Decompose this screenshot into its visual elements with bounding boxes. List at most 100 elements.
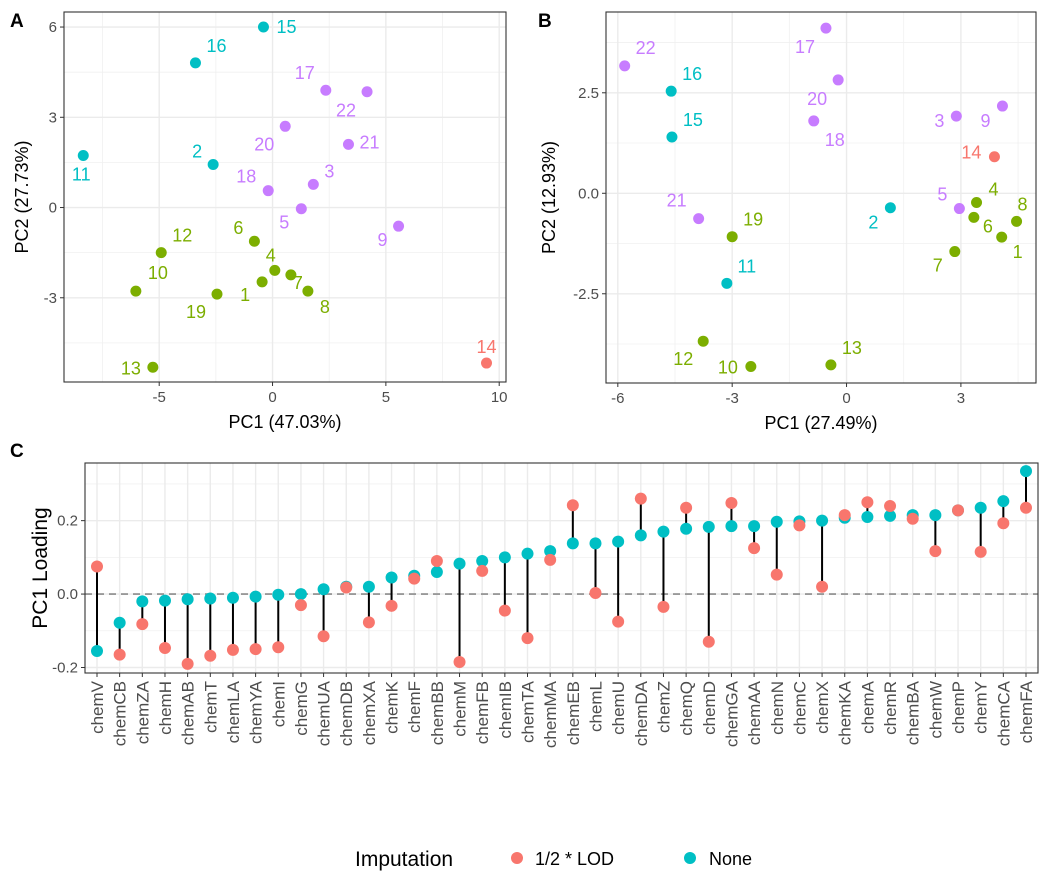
point-label: 2: [192, 142, 202, 162]
y-axis-title: PC2 (27.73%): [12, 140, 32, 253]
data-point: [130, 285, 142, 297]
panel-label: C: [10, 441, 24, 462]
lod-point: [884, 499, 897, 512]
point-label: 5: [279, 213, 289, 233]
data-point: [211, 288, 223, 300]
x-tick-label: chemMA: [541, 680, 560, 748]
x-tick-label: chemAB: [179, 681, 198, 745]
x-tick-label: chemYA: [247, 680, 266, 744]
none-point: [680, 522, 693, 535]
lod-point: [657, 600, 670, 613]
lod-point: [498, 604, 511, 617]
point-label: 16: [206, 36, 226, 56]
lod-point: [136, 618, 149, 631]
none-point: [816, 514, 829, 527]
lod-point: [113, 648, 126, 661]
plot-background: [606, 12, 1036, 383]
x-tick-label: chemUA: [315, 680, 334, 746]
data-point: [77, 149, 89, 161]
point-label: 6: [983, 216, 993, 236]
lod-point: [249, 643, 262, 656]
none-point: [181, 593, 194, 606]
lod-point: [1020, 501, 1032, 514]
lod-point: [226, 643, 239, 656]
lod-point: [430, 555, 443, 568]
none-point: [204, 592, 217, 605]
point-label: 7: [933, 256, 943, 276]
x-tick-label: chemGA: [722, 680, 741, 747]
point-label: 1: [1013, 242, 1023, 262]
data-point: [320, 84, 332, 96]
lod-point: [317, 630, 330, 643]
x-tick-label: chemD: [700, 681, 719, 735]
x-tick-label: chemA: [858, 680, 877, 734]
y-tick-label: -0.2: [52, 659, 78, 676]
lod-point: [476, 564, 489, 577]
data-point: [693, 213, 705, 225]
data-point: [971, 197, 983, 209]
y-axis-title: PC2 (12.93%): [539, 141, 559, 254]
x-tick-label: 0: [268, 389, 276, 406]
point-label: 18: [825, 130, 845, 150]
data-point: [808, 115, 820, 127]
x-tick-label: chemP: [949, 681, 968, 734]
point-label: 17: [795, 37, 815, 57]
point-label: 11: [72, 164, 91, 184]
lod-point: [748, 542, 761, 555]
point-label: 8: [1018, 194, 1028, 214]
none-point: [634, 529, 647, 542]
x-tick-label: chemQ: [677, 681, 696, 736]
none-point: [544, 545, 557, 558]
point-label: 17: [295, 63, 315, 83]
y-axis-title: PC1 Loading: [29, 507, 52, 628]
lod-point: [181, 657, 194, 670]
x-tick-label: chemAA: [745, 680, 764, 745]
none-point: [294, 588, 307, 601]
x-tick-label: chemI: [269, 681, 288, 727]
x-tick-label: chemKA: [836, 680, 855, 745]
x-tick-label: chemEB: [564, 681, 583, 745]
point-label: 4: [266, 245, 276, 265]
x-tick-label: chemCB: [111, 681, 130, 746]
none-point: [748, 520, 761, 533]
none-point: [385, 571, 398, 584]
y-tick-label: 0.0: [57, 586, 78, 603]
none-point: [249, 590, 262, 603]
none-point: [612, 535, 625, 548]
data-point: [302, 285, 314, 297]
data-point: [361, 86, 373, 98]
x-tick-label: chemF: [405, 681, 424, 733]
data-point: [342, 138, 354, 150]
point-label: 10: [718, 358, 738, 378]
lod-point: [612, 615, 625, 628]
x-tick-label: chemG: [292, 681, 311, 736]
point-label: 22: [336, 101, 356, 121]
none-point: [725, 520, 738, 533]
point-label: 21: [359, 132, 379, 152]
lod-point: [634, 492, 647, 505]
point-label: 2: [868, 213, 878, 233]
point-label: 3: [934, 111, 944, 131]
legend-label: None: [709, 849, 752, 869]
none-point: [974, 501, 987, 514]
none-point: [430, 566, 443, 579]
data-point: [697, 335, 709, 347]
data-point: [279, 120, 291, 132]
x-tick-label: chemR: [881, 681, 900, 735]
point-label: 14: [961, 143, 981, 163]
lod-point: [816, 580, 829, 593]
none-point: [770, 515, 783, 528]
none-point: [861, 510, 874, 523]
none-point: [997, 495, 1010, 508]
none-point: [929, 509, 942, 522]
x-tick-label: chemBB: [428, 681, 447, 745]
data-point: [257, 21, 269, 33]
data-point: [820, 22, 832, 34]
legend-key-none: [684, 852, 696, 864]
x-tick-label: chemTA: [519, 680, 538, 743]
lod-point: [294, 599, 307, 612]
y-tick-label: 3: [49, 109, 57, 126]
point-label: 9: [980, 111, 990, 131]
lod-point: [974, 545, 987, 558]
